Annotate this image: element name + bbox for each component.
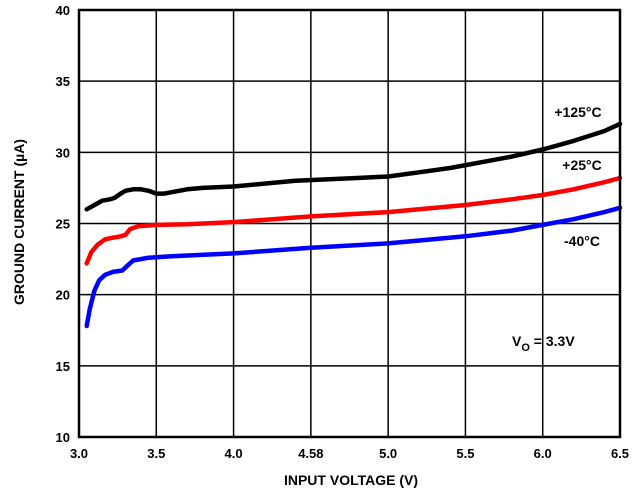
series-label-minus40c: -40°C — [564, 233, 600, 249]
series-labels: +125°C +25°C -40°C — [554, 104, 601, 249]
y-axis-title: GROUND CURRENT (µA) — [11, 139, 27, 305]
x-tick-label: 5.5 — [456, 446, 474, 461]
y-tick-labels: 10 15 20 25 30 35 40 — [56, 3, 70, 445]
series-line-25c — [84, 175, 623, 266]
x-tick-labels: 3.0 3.5 4.0 4.58 5.0 5.5 6.0 6.5 — [70, 446, 629, 461]
vo-annotation-subscript: O — [521, 342, 530, 354]
x-tick-label: 6.0 — [534, 446, 552, 461]
y-tick-label: 10 — [56, 430, 70, 445]
y-tick-label: 40 — [56, 3, 70, 18]
series-line-125c — [84, 121, 623, 212]
x-tick-label: 6.5 — [611, 446, 629, 461]
vo-annotation-rest: = 3.3V — [530, 333, 575, 349]
plot-frame — [77, 8, 622, 439]
y-tick-label: 15 — [56, 359, 70, 374]
x-tick-label: 4.58 — [298, 446, 323, 461]
y-tick-label: 35 — [56, 74, 70, 89]
series-label-125c: +125°C — [554, 104, 601, 120]
x-tick-label: 5.0 — [379, 446, 397, 461]
series-line-minus40c — [84, 205, 623, 329]
chart-series — [84, 121, 623, 329]
y-tick-label: 25 — [56, 217, 70, 232]
series-label-25c: +25°C — [562, 157, 601, 173]
x-tick-label: 3.5 — [147, 446, 165, 461]
vo-annotation-main: V — [512, 333, 522, 349]
x-tick-label: 3.0 — [70, 446, 88, 461]
y-tick-label: 30 — [56, 145, 70, 160]
vo-annotation: VO = 3.3V — [512, 333, 575, 354]
x-axis-title: INPUT VOLTAGE (V) — [284, 472, 418, 488]
y-tick-label: 20 — [56, 288, 70, 303]
x-tick-label: 4.0 — [225, 446, 243, 461]
